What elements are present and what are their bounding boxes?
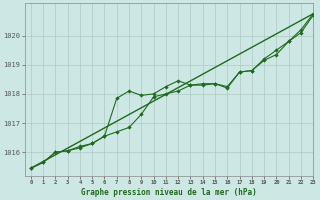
X-axis label: Graphe pression niveau de la mer (hPa): Graphe pression niveau de la mer (hPa): [81, 188, 257, 197]
